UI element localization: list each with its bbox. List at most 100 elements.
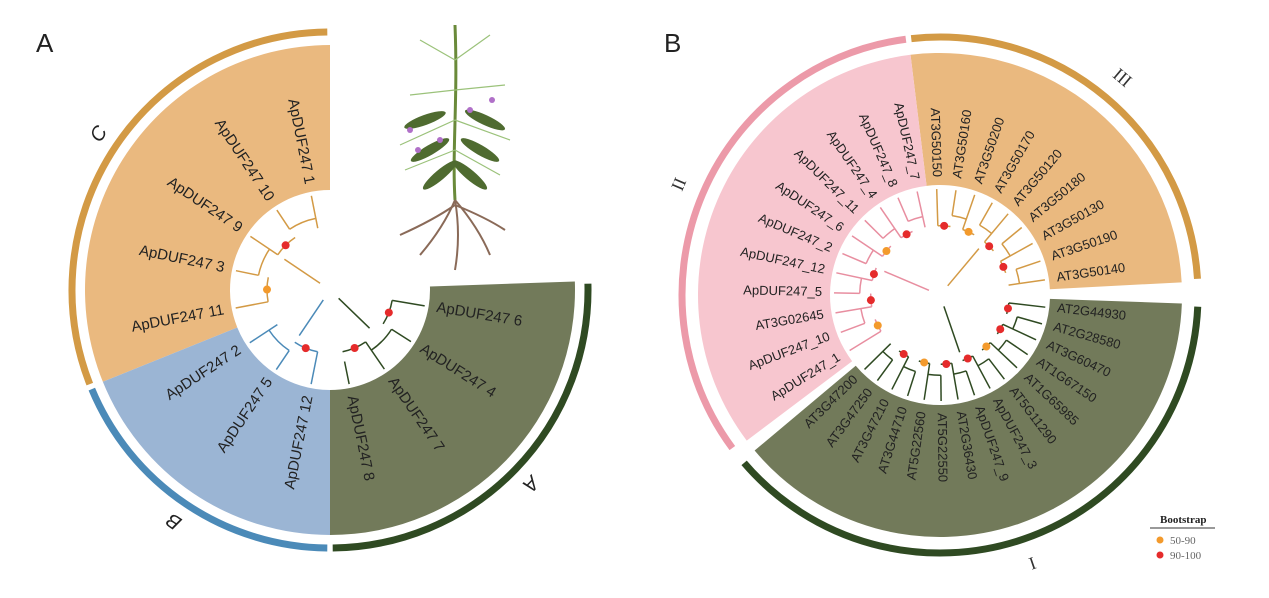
node-connector [268,329,290,352]
clade-wedge [330,281,576,535]
clade-wedge [85,45,330,382]
bootstrap-dot [350,343,359,352]
node-connector [865,249,874,264]
legend-title: Bootstrap [1160,514,1206,526]
clade-wedge [754,298,1182,537]
legend-item-90-100: 90-100 [1170,550,1202,562]
bootstrap-dot [873,321,882,330]
tree-branches [235,195,321,309]
clade-root-branch [283,258,321,284]
clade-wedge [910,53,1182,290]
leaf-branch [249,235,279,256]
node-connector [927,373,941,377]
legend-item-50-90: 50-90 [1170,535,1196,547]
bootstrap-dot [920,358,929,367]
leaf-branch [972,355,991,389]
leaf-branch [235,269,259,277]
leaf-branch [923,363,931,400]
leaf-branch [897,197,909,222]
node-connector [977,358,990,367]
leaf-branch [1000,242,1033,262]
leaf-label: AT3G50150 [928,108,945,178]
leaf-label: AT5G22550 [935,413,951,482]
leaf-branch [916,191,926,228]
leaf-branch [1005,339,1029,356]
clade-arc [332,283,592,552]
legend-marker-90-100 [1156,551,1164,559]
leaf-branch [876,359,894,381]
leaf-branch [1002,323,1037,341]
leaf-branch [989,342,1018,369]
node-connector [1015,269,1021,284]
leaf-branch [1015,260,1041,271]
clade-label: C [86,122,113,147]
leaf-branch [988,358,1005,380]
bootstrap-dot [899,350,908,359]
leaf-branch [891,356,910,390]
node-connector [257,248,271,276]
panel-a-label: A [36,28,54,58]
bootstrap-legend: Bootstrap 50-90 90-100 [1150,514,1215,562]
bootstrap-dot [942,360,951,369]
clade-arc [88,387,328,552]
clade-root-branch [947,248,980,287]
node-connector [882,228,896,239]
leaf-branch [343,361,350,385]
clade-label: B [162,508,185,534]
bootstrap-dot [996,325,1005,334]
leaf-branch [863,343,892,370]
node-connector [907,215,923,222]
leaf-branch [935,189,939,226]
leaf-branch [835,305,872,314]
bootstrap-dot [982,342,991,351]
leaf-branch [849,330,882,352]
bootstrap-dot [985,242,994,251]
leaf-branch [391,328,412,343]
leaf-branch [310,195,319,229]
bootstrap-dot [384,308,393,317]
leaf-branch [235,301,269,309]
clade-label: I [1026,553,1038,574]
leaf-branch [365,341,385,370]
clade-root-branch [338,297,371,329]
leaf-branch [1008,279,1046,286]
panel_b-clade-II: IIApDUF247_1ApDUF247_10AT3G02645ApDUF247… [667,35,930,451]
bootstrap-dot [940,221,949,230]
leaf-branch [310,351,319,385]
leaf-branch [249,323,278,344]
clade-label: A [518,470,544,496]
leaf-branch [965,370,976,396]
leaf-branch [392,299,425,307]
node-connector [951,214,967,220]
tree-branches [935,189,1046,287]
node-connector [1012,316,1018,330]
node-connector [979,224,993,235]
node-connector [370,328,393,351]
clade-arc [678,35,907,451]
clade-root-branch [943,306,961,353]
bootstrap-dot [281,241,290,250]
plant-illustration [399,24,511,271]
bootstrap-dot [263,285,272,294]
leaf-branch [978,202,993,226]
bootstrap-dot [866,296,875,305]
clade-wedge [698,54,927,441]
leaf-branch [842,252,867,265]
bootstrap-dot [869,270,878,279]
node-connector [289,217,316,230]
clade-arc [68,28,328,386]
leaf-branch [961,194,976,230]
leaf-branch [1008,302,1046,308]
bootstrap-dot [999,262,1008,271]
clade-arc [910,33,1201,280]
panel-b-label: B [664,28,681,58]
tree-branches [834,191,930,352]
leaf-label: ApDUF247_5 [743,282,822,299]
clade-label: II [667,175,690,194]
node-connector [953,370,967,375]
bootstrap-dot [963,354,972,363]
